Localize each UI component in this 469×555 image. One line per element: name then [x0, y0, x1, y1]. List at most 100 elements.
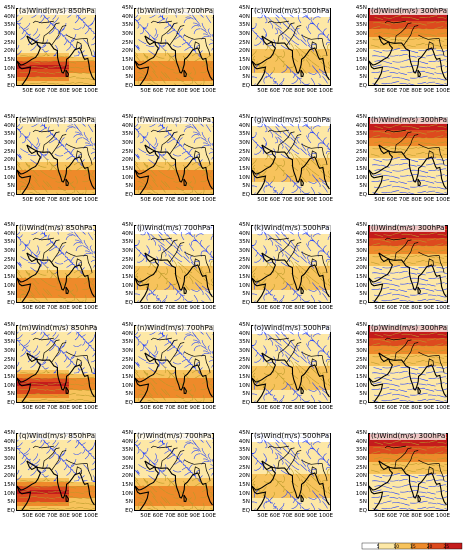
latitude-tick-label: 45N — [235, 5, 250, 11]
wind-speed-cell — [203, 130, 207, 134]
wind-speed-cell — [69, 21, 73, 25]
wind-speed-cell — [300, 17, 304, 21]
wind-speed-cell — [33, 85, 37, 86]
wind-speed-cell — [69, 138, 73, 142]
wind-speed-cell — [272, 166, 276, 170]
wind-speed-cell — [49, 186, 53, 190]
wind-speed-cell — [93, 146, 96, 150]
wind-speed-cell — [203, 17, 207, 21]
wind-speed-cell — [195, 65, 199, 69]
wind-speed-cell — [369, 77, 373, 81]
latitude-tick-label: 20N — [0, 157, 15, 163]
wind-speed-cell — [373, 53, 377, 57]
wind-speed-cell — [191, 166, 195, 170]
wind-speed-cell — [155, 190, 159, 194]
wind-speed-cell — [425, 29, 429, 33]
longitude-tick-label: 80E — [411, 197, 422, 203]
wind-speed-cell — [369, 186, 373, 190]
wind-speed-cell — [211, 29, 214, 33]
latitude-tick-label: 25N — [118, 149, 133, 155]
wind-speed-cell — [65, 246, 69, 250]
wind-speed-cell — [207, 81, 211, 85]
longitude-tick-label: 70E — [165, 197, 176, 203]
longitude-tick-label: 90E — [72, 305, 83, 311]
wind-speed-cell — [183, 138, 187, 142]
wind-speed-cell — [155, 69, 159, 73]
wind-speed-cell — [93, 166, 96, 170]
wind-speed-cell — [41, 29, 45, 33]
wind-speed-cell — [211, 126, 214, 130]
wind-speed-cell — [69, 69, 73, 73]
wind-speed-cell — [17, 81, 21, 85]
wind-speed-cell — [445, 41, 448, 45]
wind-speed-cell — [89, 85, 93, 86]
wind-speed-cell — [187, 21, 191, 25]
wind-speed-cell — [57, 77, 61, 81]
wind-speed-cell — [284, 73, 288, 77]
wind-speed-cell — [381, 45, 385, 49]
wind-speed-cell — [17, 254, 21, 258]
wind-speed-cell — [445, 81, 448, 85]
wind-speed-cell — [401, 138, 405, 142]
longitude-tick-label: 100E — [319, 88, 333, 94]
wind-speed-cell — [385, 85, 389, 86]
wind-speed-cell — [445, 73, 448, 77]
wind-speed-cell — [191, 77, 195, 81]
wind-speed-cell — [393, 194, 397, 195]
wind-speed-cell — [85, 77, 89, 81]
wind-speed-cell — [17, 73, 21, 77]
wind-speed-cell — [61, 190, 65, 194]
wind-speed-cell — [320, 49, 324, 53]
wind-speed-cell — [151, 286, 155, 290]
wind-speed-cell — [21, 194, 25, 195]
wind-speed-cell — [175, 73, 179, 77]
wind-speed-cell — [195, 186, 199, 190]
wind-speed-cell — [191, 142, 195, 146]
wind-speed-cell — [135, 238, 139, 242]
wind-speed-cell — [369, 166, 373, 170]
wind-speed-cell — [139, 262, 143, 266]
wind-speed-cell — [143, 262, 147, 266]
wind-speed-cell — [369, 182, 373, 186]
wind-speed-cell — [195, 69, 199, 73]
wind-speed-cell — [405, 142, 409, 146]
wind-speed-cell — [53, 61, 57, 65]
wind-speed-cell — [405, 162, 409, 166]
wind-speed-cell — [284, 182, 288, 186]
wind-speed-cell — [21, 17, 25, 21]
wind-speed-cell — [93, 126, 96, 130]
wind-speed-cell — [369, 81, 373, 85]
wind-map-svg — [135, 226, 214, 303]
wind-speed-cell — [369, 194, 373, 195]
wind-speed-cell — [199, 150, 203, 154]
wind-speed-cell — [73, 250, 77, 254]
wind-speed-cell — [77, 21, 81, 25]
wind-speed-cell — [280, 182, 284, 186]
wind-speed-cell — [17, 246, 21, 250]
wind-speed-cell — [85, 81, 89, 85]
wind-speed-cell — [191, 85, 195, 86]
panel-title: (d)Wind(m/s) 300hPa — [370, 7, 448, 15]
wind-speed-cell — [425, 142, 429, 146]
wind-speed-cell — [300, 162, 304, 166]
wind-speed-cell — [57, 186, 61, 190]
wind-speed-cell — [163, 154, 167, 158]
wind-speed-cell — [45, 166, 49, 170]
wind-speed-cell — [171, 65, 175, 69]
wind-speed-cell — [373, 166, 377, 170]
wind-speed-cell — [373, 162, 377, 166]
wind-speed-cell — [151, 134, 155, 138]
wind-speed-cell — [381, 138, 385, 142]
wind-speed-cell — [85, 150, 89, 154]
wind-speed-cell — [445, 162, 448, 166]
wind-speed-cell — [211, 130, 214, 134]
wind-speed-cell — [284, 166, 288, 170]
wind-speed-cell — [17, 41, 21, 45]
wind-speed-cell — [77, 33, 81, 37]
wind-speed-cell — [211, 85, 214, 86]
wind-speed-cell — [41, 174, 45, 178]
wind-speed-cell — [89, 146, 93, 150]
wind-speed-cell — [260, 49, 264, 53]
wind-speed-cell — [85, 258, 89, 262]
wind-speed-cell — [93, 238, 96, 242]
